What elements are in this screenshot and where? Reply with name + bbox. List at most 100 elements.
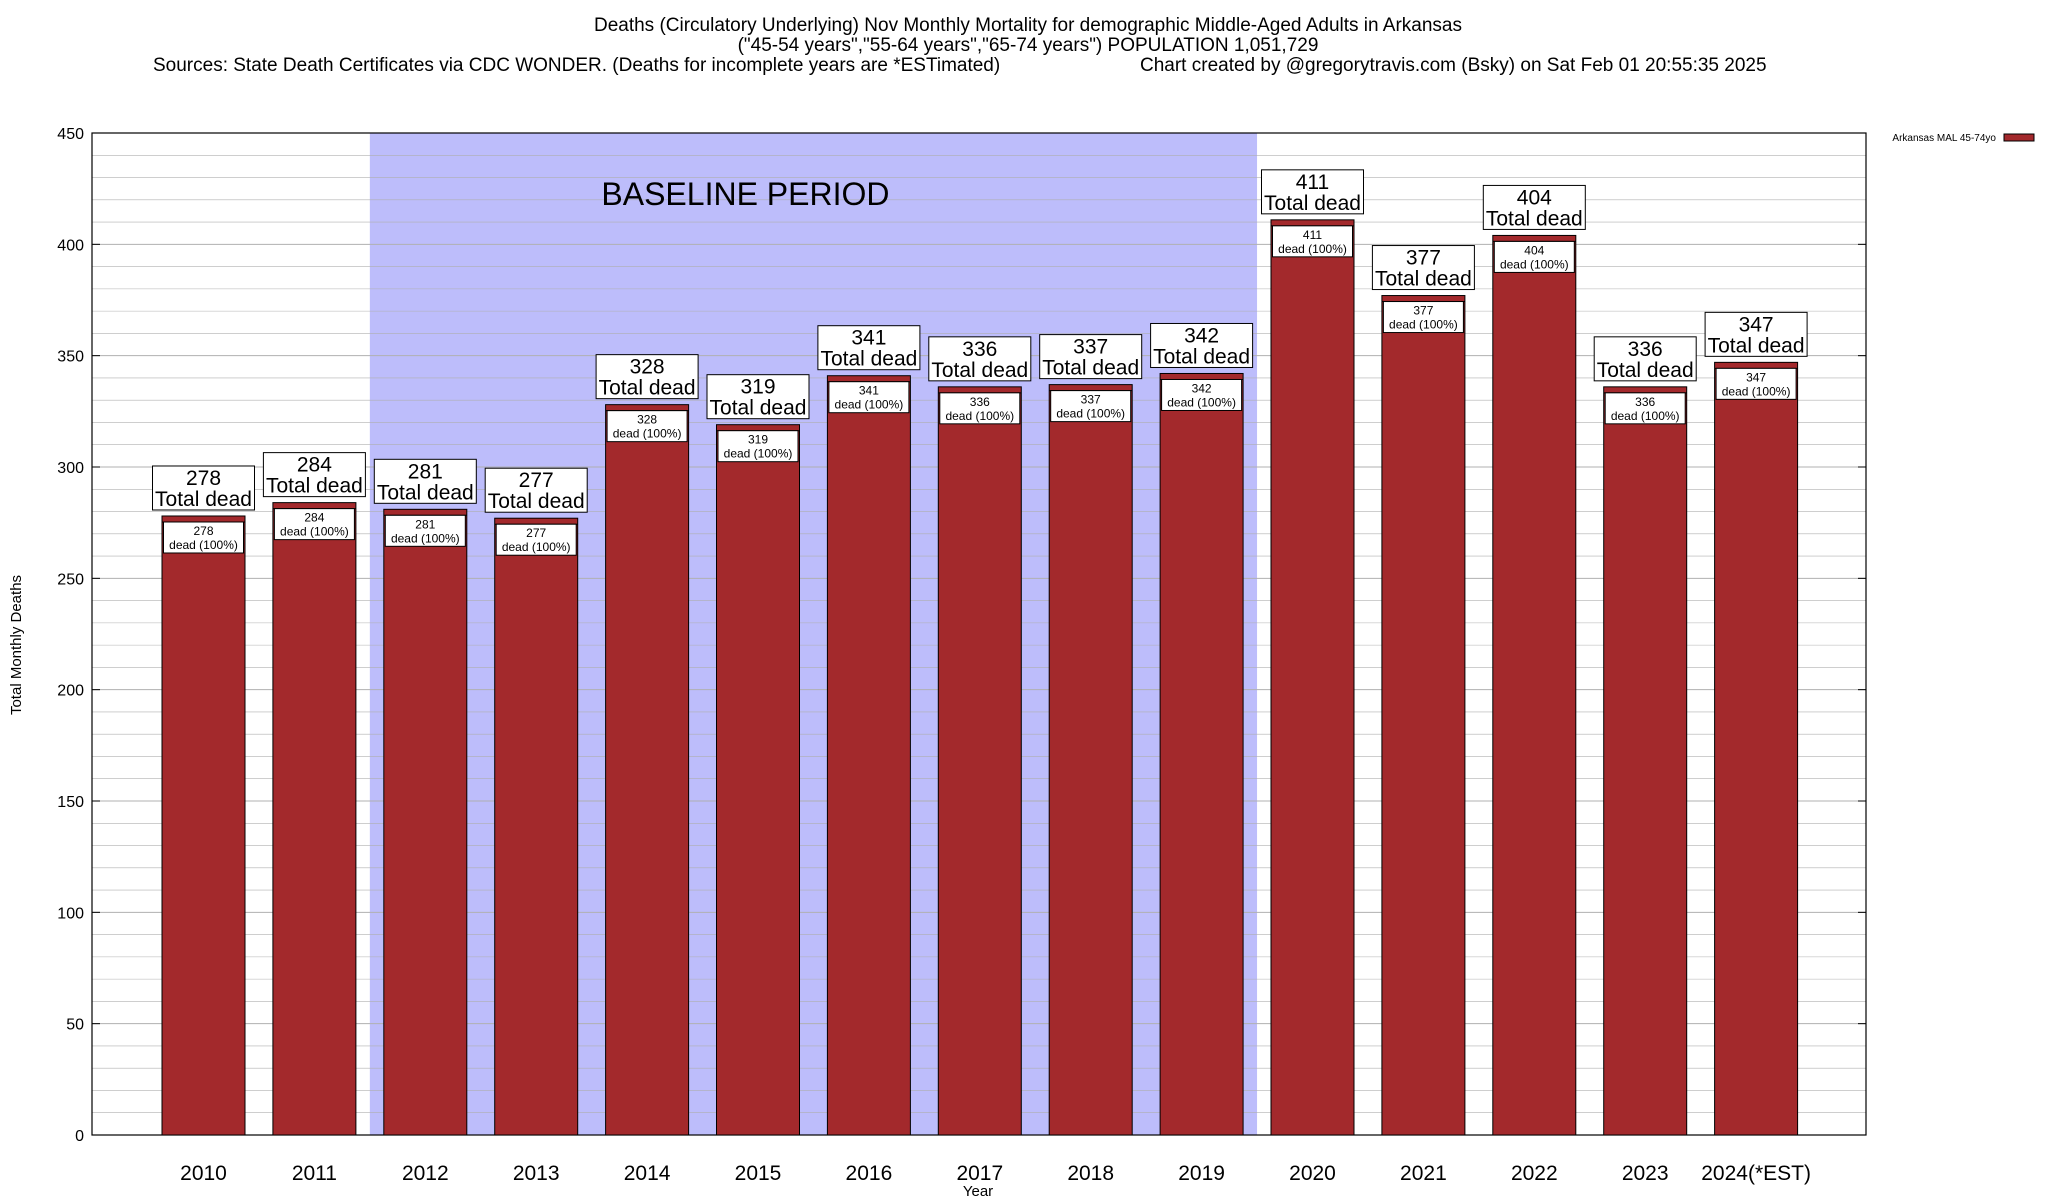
total-label-box [373,458,477,504]
inner-label-text: dead (100%) [724,447,793,461]
chart-title: Deaths (Circulatory Underlying) Nov Mont… [594,15,1462,36]
inner-label-value: 341 [859,384,879,398]
bar [1603,386,1688,1136]
total-label-value: 341 [851,327,886,350]
total-label-text: Total dead [599,377,696,400]
total-label-box [706,374,810,420]
chart-credit: Chart created by @gregorytravis.com (Bsk… [1140,55,1767,76]
inner-label-box [717,430,799,463]
inner-label-value: 284 [304,511,324,525]
total-label-box [1593,336,1697,382]
inner-label-box [1161,378,1243,411]
total-label-box [1371,245,1475,291]
bar [1048,384,1133,1136]
inner-label-value: 328 [637,413,657,427]
inner-label-value: 347 [1746,370,1766,384]
inner-label-text: dead (100%) [1278,242,1347,256]
x-tick-label: 2019 [1178,1162,1225,1185]
y-tick-label: 350 [57,349,84,366]
y-tick-label: 100 [57,905,84,922]
x-tick-label: 2023 [1622,1162,1669,1185]
total-label-text: Total dead [1153,345,1250,368]
total-label-value: 277 [519,469,554,492]
legend-label: Arkansas MAL 45-74yo [1892,133,1996,144]
bar [383,508,468,1136]
y-tick-label: 200 [57,683,84,700]
inner-label-text: dead (100%) [1389,318,1458,332]
bar [494,517,579,1136]
bar [826,375,911,1136]
total-label-text: Total dead [377,481,474,504]
inner-label-box [828,381,910,414]
inner-label-value: 278 [193,524,213,538]
bar [1270,219,1355,1136]
inner-label-text: dead (100%) [169,538,238,552]
x-tick-label: 2020 [1289,1162,1336,1185]
bar [1714,361,1799,1136]
x-tick-label: 2016 [846,1162,893,1185]
bar [937,386,1022,1136]
total-label-text: Total dead [1597,359,1694,382]
total-label-box [817,325,921,371]
total-label-box [1261,169,1364,215]
inner-label-value: 319 [748,433,768,447]
inner-label-box [1715,367,1797,400]
bar [716,424,800,1136]
x-tick-label: 2010 [180,1162,227,1185]
inner-label-text: dead (100%) [391,531,460,545]
total-label-value: 336 [1628,338,1663,361]
inner-label-text: dead (100%) [1722,384,1791,398]
x-tick-label: 2011 [292,1162,337,1185]
total-label-value: 319 [740,376,775,399]
total-label-text: Total dead [488,490,585,513]
bar [161,515,246,1136]
legend: Arkansas MAL 45-74yo [1892,133,2035,144]
x-tick-label: 2018 [1067,1162,1114,1185]
y-axis-ticks: 0 50 100 150 200 250 300 350 400 450 [57,126,1866,1145]
inner-label-value: 337 [1081,393,1101,407]
inner-label-box [606,410,688,443]
inner-label-text: dead (100%) [1500,257,1569,271]
total-label-box [928,336,1032,382]
inner-label-box [939,392,1021,425]
x-axis-ticks: 2010 2011 2012 2013 2014 2015 2016 2017 2018 2019… [180,1162,1811,1185]
total-label-value: 342 [1184,324,1219,347]
total-label-text: Total dead [1375,268,1472,291]
inner-label-box [1272,225,1353,258]
x-tick-label: 2021 [1400,1162,1447,1185]
inner-label-box [1604,392,1686,425]
total-label-text: Total dead [155,488,252,511]
total-label-text: Total dead [1264,192,1361,215]
total-label-value: 284 [297,454,332,477]
x-tick-label: 2015 [735,1162,782,1185]
total-label-text: Total dead [931,359,1028,382]
inner-label-box [1493,240,1575,273]
x-axis-title: Year [963,1183,993,1200]
y-tick-label: 450 [57,126,84,143]
y-tick-label: 400 [57,237,84,254]
inner-label-text: dead (100%) [280,525,349,539]
inner-label-value: 377 [1413,304,1433,318]
baseline-period-label: BASELINE PERIOD [601,176,889,212]
y-tick-label: 150 [57,794,84,811]
total-label-value: 411 [1296,171,1329,194]
total-label-box [1704,311,1808,357]
inner-label-value: 404 [1524,243,1544,257]
total-label-text: Total dead [820,348,917,371]
inner-label-box [163,521,244,554]
x-tick-label: 2012 [402,1162,449,1185]
total-label-box [1482,184,1586,230]
bar [1159,372,1244,1136]
total-label-box [595,354,699,400]
bar [272,502,357,1136]
bar [1381,295,1466,1136]
total-label-value: 377 [1406,247,1441,270]
total-label-box [152,465,255,511]
chart-source: Sources: State Death Certificates via CD… [153,55,1000,76]
total-label-value: 337 [1073,336,1108,359]
inner-label-value: 411 [1303,228,1322,242]
y-tick-label: 50 [66,1017,84,1034]
inner-label-value: 281 [415,517,435,531]
